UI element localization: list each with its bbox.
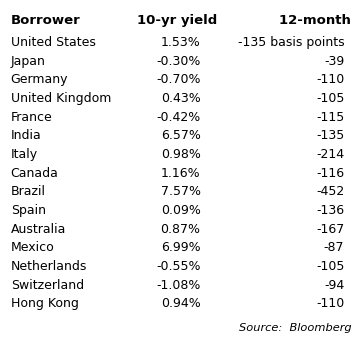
Text: 0.09%: 0.09% (161, 204, 201, 217)
Text: -110: -110 (316, 73, 344, 86)
Text: -0.42%: -0.42% (156, 111, 201, 124)
Text: Switzerland: Switzerland (11, 279, 84, 292)
Text: -87: -87 (324, 241, 344, 254)
Text: United Kingdom: United Kingdom (11, 92, 111, 105)
Text: -110: -110 (316, 297, 344, 310)
Text: -115: -115 (316, 111, 344, 124)
Text: -116: -116 (316, 167, 344, 180)
Text: -105: -105 (316, 260, 344, 273)
Text: India: India (11, 129, 42, 142)
Text: -94: -94 (324, 279, 344, 292)
Text: 0.87%: 0.87% (160, 223, 201, 236)
Text: -1.08%: -1.08% (156, 279, 201, 292)
Text: 0.43%: 0.43% (161, 92, 201, 105)
Text: France: France (11, 111, 53, 124)
Text: Germany: Germany (11, 73, 68, 86)
Text: 10-yr yield: 10-yr yield (137, 14, 218, 27)
Text: 6.57%: 6.57% (161, 129, 201, 142)
Text: -214: -214 (316, 148, 344, 161)
Text: 7.57%: 7.57% (160, 185, 201, 198)
Text: Mexico: Mexico (11, 241, 54, 254)
Text: Borrower: Borrower (11, 14, 80, 27)
Text: 0.98%: 0.98% (161, 148, 201, 161)
Text: Source:  Bloomberg: Source: Bloomberg (239, 323, 351, 333)
Text: 1.53%: 1.53% (161, 36, 201, 49)
Text: Canada: Canada (11, 167, 59, 180)
Text: Netherlands: Netherlands (11, 260, 87, 273)
Text: 0.94%: 0.94% (161, 297, 201, 310)
Text: -0.70%: -0.70% (156, 73, 201, 86)
Text: Brazil: Brazil (11, 185, 46, 198)
Text: -452: -452 (316, 185, 344, 198)
Text: 12-month change: 12-month change (279, 14, 355, 27)
Text: 6.99%: 6.99% (161, 241, 201, 254)
Text: -0.30%: -0.30% (156, 55, 201, 68)
Text: -136: -136 (316, 204, 344, 217)
Text: -0.55%: -0.55% (156, 260, 201, 273)
Text: -135 basis points: -135 basis points (238, 36, 344, 49)
Text: 1.16%: 1.16% (161, 167, 201, 180)
Text: Spain: Spain (11, 204, 46, 217)
Text: -135: -135 (316, 129, 344, 142)
Text: Hong Kong: Hong Kong (11, 297, 78, 310)
Text: Japan: Japan (11, 55, 45, 68)
Text: Italy: Italy (11, 148, 38, 161)
Text: -39: -39 (324, 55, 344, 68)
Text: Australia: Australia (11, 223, 66, 236)
Text: -167: -167 (316, 223, 344, 236)
Text: United States: United States (11, 36, 95, 49)
Text: -105: -105 (316, 92, 344, 105)
